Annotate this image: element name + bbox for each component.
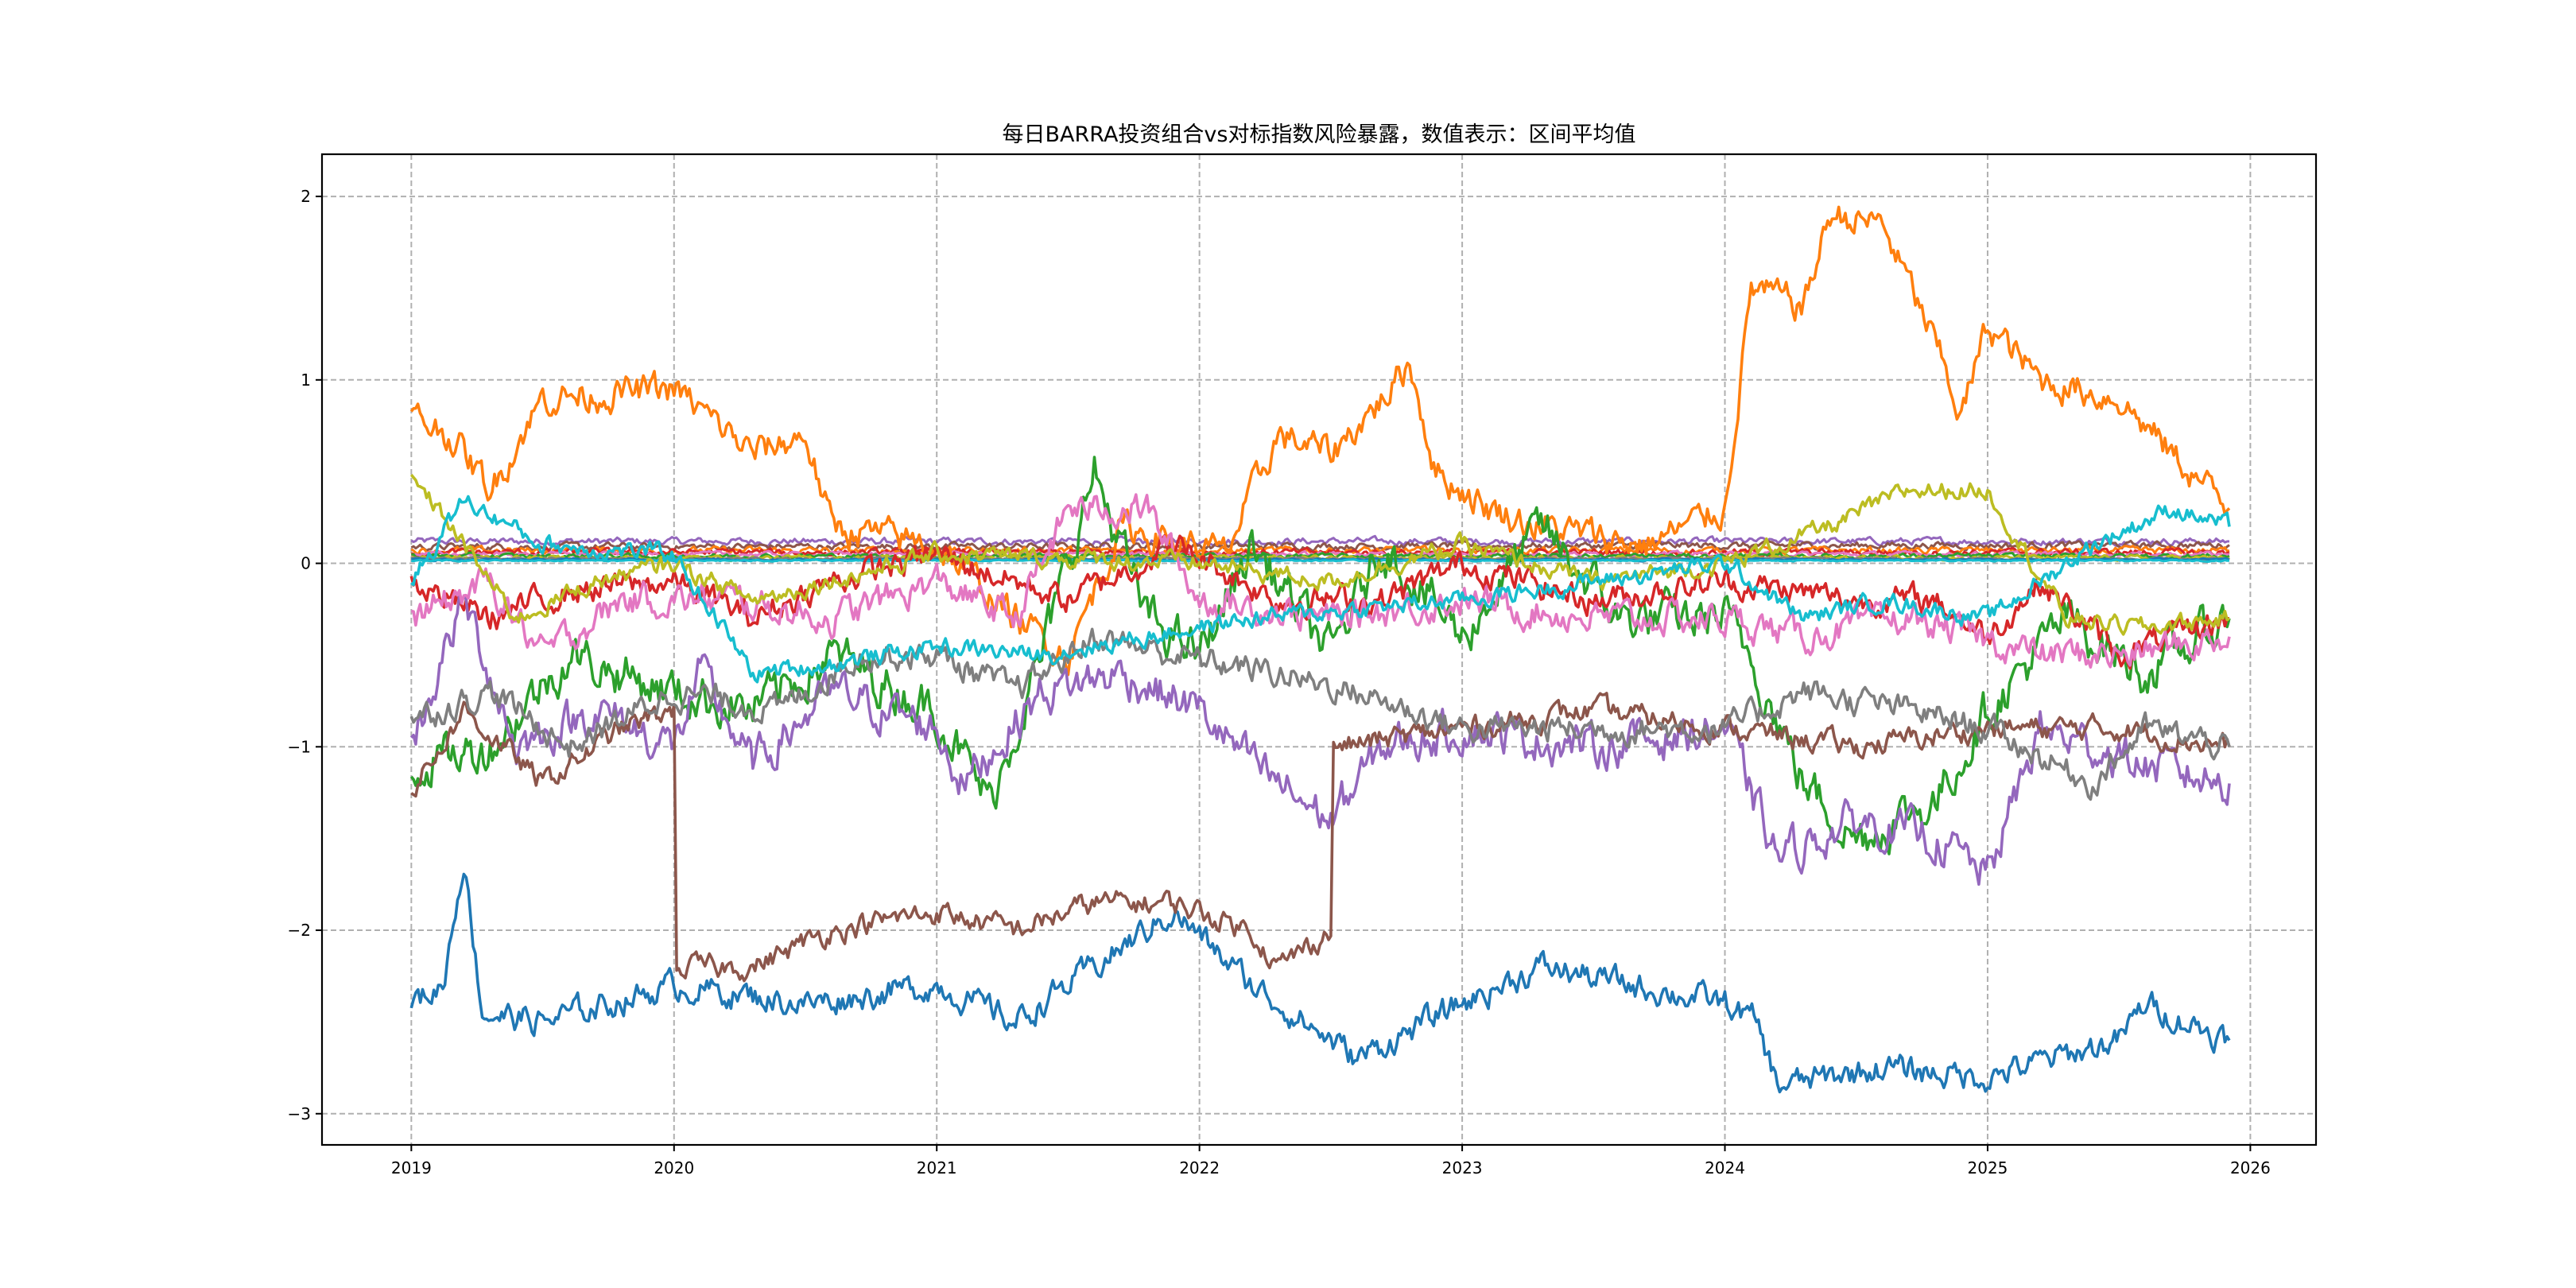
x-tick-label: 2025 [1968, 1158, 2008, 1177]
chart-title: 每日BARRA投资组合vs对标指数风险暴露，数值表示：区间平均值 [1003, 122, 1636, 147]
series-line-s5 [410, 692, 2231, 983]
y-tick-label: 1 [301, 370, 311, 390]
series-line-s9 [410, 495, 2231, 684]
plot-frame [320, 153, 2318, 1146]
x-tick-label: 2020 [654, 1158, 694, 1177]
x-tick-label: 2021 [917, 1158, 957, 1177]
series-line-s3 [409, 534, 2229, 670]
y-tick-label: 0 [301, 554, 311, 573]
y-tick-label: 2 [301, 187, 311, 206]
y-tick-label: −1 [288, 737, 311, 756]
series-line-s1 [409, 205, 2231, 677]
x-tick-label: 2024 [1705, 1158, 1745, 1177]
y-tick-label: −3 [288, 1104, 311, 1123]
x-tick-label: 2022 [1179, 1158, 1220, 1177]
series-lines [409, 205, 2231, 1094]
y-tick-label: −2 [288, 921, 311, 940]
series-line-s8 [409, 473, 2230, 636]
series-line-s2 [409, 456, 2231, 855]
x-tick-label: 2019 [391, 1158, 432, 1177]
series-line-s14 [410, 549, 2230, 559]
series-line-s0 [409, 872, 2231, 1094]
series-line-s19 [411, 558, 2230, 563]
series-line-s7 [409, 627, 2231, 801]
series-line-s10 [410, 534, 2230, 549]
x-tick-label: 2023 [1442, 1158, 1483, 1177]
x-tick-label: 2026 [2230, 1158, 2271, 1177]
axis-ticks: 2019 2020 2021 2022 2023 2024 2025 2026 2 1 0 −1 −2 −… [288, 187, 2271, 1177]
series-line-s6 [411, 493, 2231, 669]
